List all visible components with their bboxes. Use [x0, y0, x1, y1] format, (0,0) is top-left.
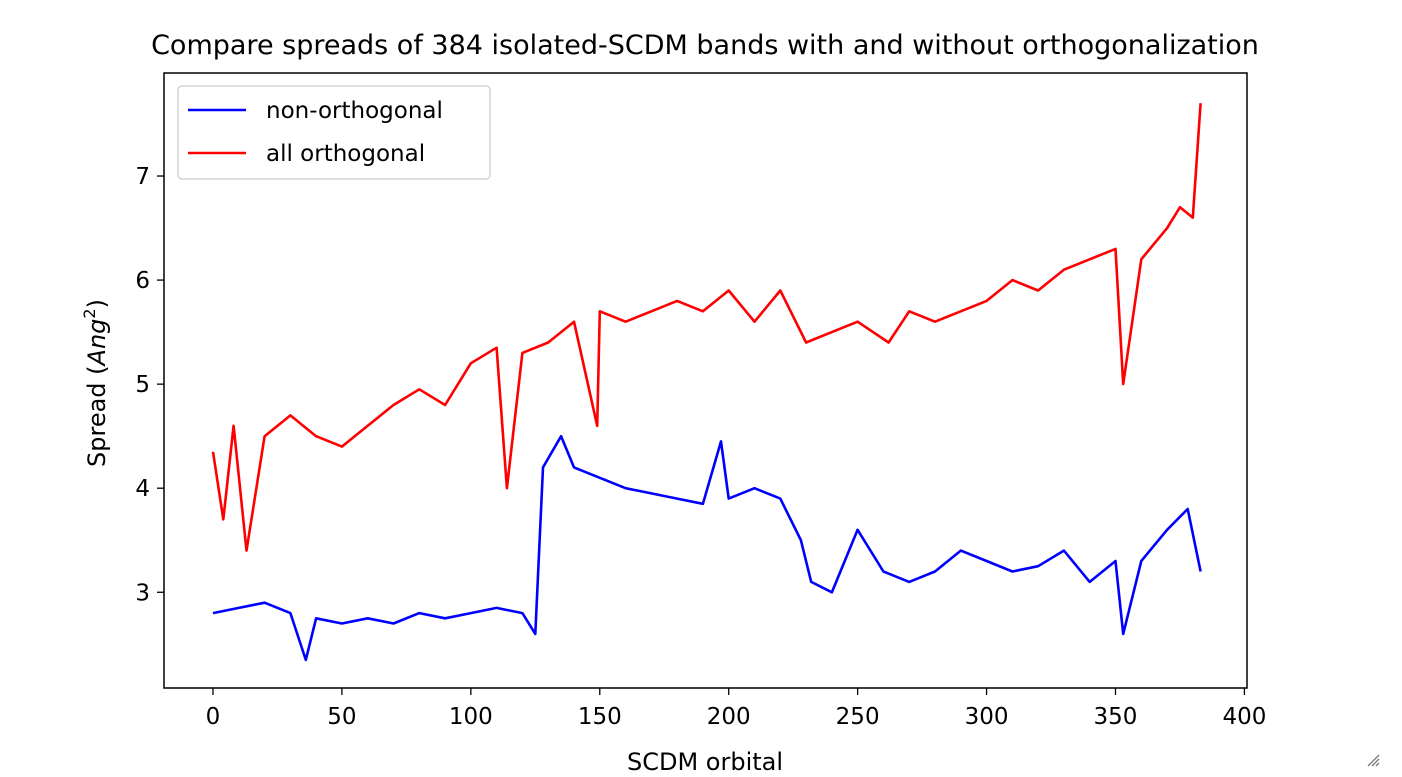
x-axis-label: SCDM orbital: [627, 748, 783, 776]
y-axis-label: Spread (Ang2): [80, 299, 111, 467]
y-axis-label-prefix: Spread (: [83, 365, 111, 467]
x-tick-label: 200: [707, 704, 751, 730]
y-tick-label: 4: [135, 476, 150, 502]
axes-frame: [163, 72, 1248, 689]
y-axis-ticks: 3 4 5 6 7: [135, 164, 164, 606]
y-tick-label: 7: [135, 164, 150, 190]
y-axis-label-variable: Ang: [83, 319, 111, 368]
series-line-non-orthogonal: [212, 434, 1202, 662]
legend-box: [177, 85, 491, 180]
x-tick-label: 350: [1094, 704, 1138, 730]
x-tick-label: 150: [578, 704, 622, 730]
legend: non-orthogonal all orthogonal: [177, 85, 491, 180]
x-tick-label: 0: [206, 704, 221, 730]
y-tick-label: 6: [135, 268, 150, 294]
x-tick-label: 100: [449, 704, 493, 730]
x-tick-label: 50: [327, 704, 356, 730]
y-axis-label-suffix: ): [83, 299, 111, 308]
plot-area: [211, 103, 1202, 662]
y-axis-label-exponent: 2: [80, 308, 99, 318]
x-tick-label: 300: [965, 704, 1009, 730]
legend-label: all orthogonal: [266, 141, 425, 167]
x-axis-ticks: 0 50 100 150 200 250 300 350 400: [206, 688, 1266, 730]
x-tick-label: 250: [836, 704, 880, 730]
x-tick-label: 400: [1222, 704, 1266, 730]
series-line-all-orthogonal: [211, 103, 1202, 552]
y-tick-label: 3: [135, 580, 150, 606]
y-tick-label: 5: [135, 372, 150, 398]
chart-title: Compare spreads of 384 isolated-SCDM ban…: [151, 30, 1259, 61]
legend-label: non-orthogonal: [266, 98, 443, 124]
resize-grip-icon[interactable]: [1366, 753, 1380, 767]
